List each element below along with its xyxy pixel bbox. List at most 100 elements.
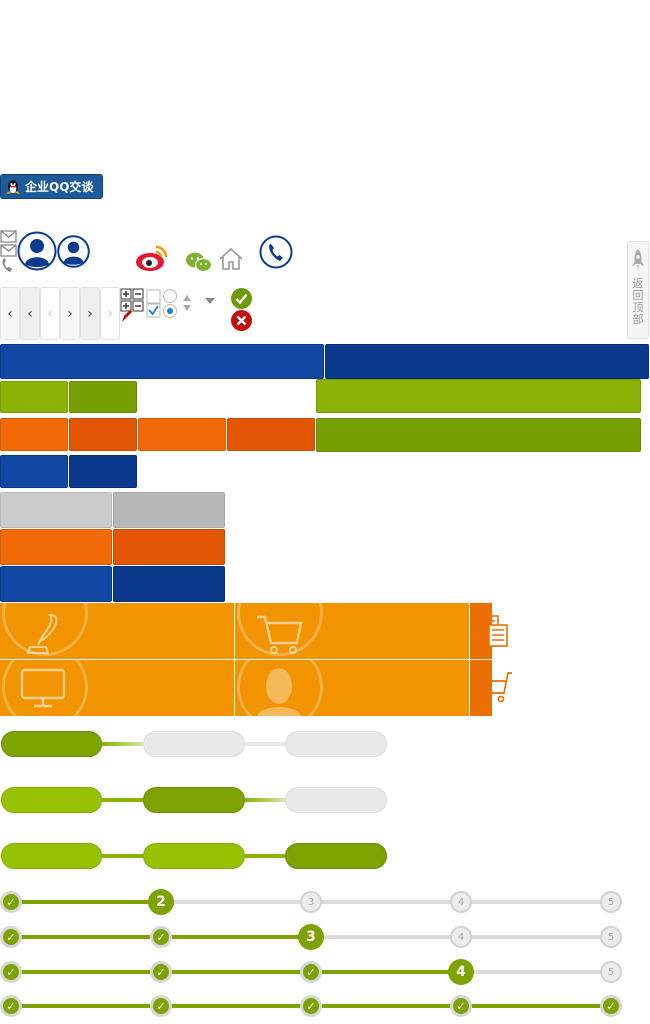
button-orange-small-hover[interactable] [69,418,137,451]
button-blue-small[interactable] [0,455,68,488]
wechat-icon[interactable] [185,251,213,273]
step-pill-1-done [1,787,102,813]
button-blue-small-hover[interactable] [69,455,137,488]
button-orange[interactable] [0,529,112,565]
step-pill-3-active [285,843,387,869]
monitor-icon [20,668,66,708]
cart-outline-icon[interactable] [476,671,514,705]
tile-feature-cart[interactable] [235,603,469,659]
chevron-right-icon: › [67,305,73,322]
progress-step-5: ✓ [600,995,622,1017]
button-green-small[interactable] [0,381,68,413]
mail-icon[interactable] [0,229,18,273]
customer-service-small-icon[interactable] [57,235,90,268]
pager-next-button-disabled: › [100,287,120,340]
progress-step-4: ✓ [450,995,472,1017]
button-blue-wide-hover[interactable] [325,344,649,379]
progress-track-done [11,900,161,904]
sort-icon[interactable] [182,294,192,312]
progress-step-3: 3 [300,891,322,913]
progress-track-todo [461,970,611,974]
progress-step-2-current: 2 [148,889,174,915]
progress-step-4-current: 4 [448,959,474,985]
step-pill-3-todo [285,787,387,813]
back-to-top-button[interactable]: 返回顶部 [627,241,649,339]
progress-step-3-current: 3 [298,924,324,950]
pager-next-button[interactable]: › [60,287,80,340]
button-orange-hover[interactable] [113,529,225,565]
qq-chat-button[interactable]: 企业QQ交谈 [0,174,103,199]
button-green-wide[interactable] [316,379,641,413]
button-green-wide-hover[interactable] [316,418,641,452]
button-blue-hover[interactable] [113,566,225,602]
qq-penguin-icon [6,179,20,194]
rocket-icon [632,249,644,270]
chevron-left-icon: ‹ [47,305,53,322]
tile-feature-write[interactable] [0,603,234,659]
building-icon[interactable] [475,613,509,649]
user-silhouette-icon [257,668,301,716]
progress-step-3: ✓ [300,995,322,1017]
radio-unchecked-icon [163,289,177,303]
step-connector [245,854,285,858]
progress-step-1: ✓ [0,995,22,1017]
shopping-cart-icon [257,615,303,654]
progress-step-4: 4 [450,891,472,913]
error-icon [231,310,252,331]
button-green-small-hover[interactable] [69,381,137,413]
button-orange-medium[interactable] [138,418,226,451]
step-pill-1-active [1,731,102,757]
tile-feature-monitor[interactable] [0,660,234,716]
step-pill-2-todo [143,731,245,757]
form-controls-sprite [120,288,177,322]
progress-step-5: 5 [600,891,622,913]
weibo-icon[interactable] [134,244,170,272]
progress-step-1: ✓ [0,891,22,913]
tile-circle [237,660,323,716]
progress-step-2: ✓ [150,961,172,983]
step-connector [102,854,144,858]
pager-next-button-hover[interactable]: › [80,287,100,340]
progress-track-done [11,970,461,974]
back-to-top-label: 返回顶部 [632,277,644,326]
button-orange-small[interactable] [0,418,68,451]
edit-icon [122,310,132,322]
progress-step-2: ✓ [150,926,172,948]
button-blue-wide[interactable] [0,344,324,379]
progress-step-3: ✓ [300,961,322,983]
success-icon [231,288,252,309]
customer-service-icon[interactable] [17,231,57,271]
step-connector [245,798,285,802]
pager-prev-button[interactable]: ‹ [0,287,20,340]
home-icon[interactable] [218,247,244,271]
step-connector [102,798,144,802]
tile-circle [2,660,88,716]
step-pill-1-done [1,843,102,869]
progress-step-1: ✓ [0,926,22,948]
progress-step-5: 5 [600,961,622,983]
dropdown-arrow-icon[interactable] [204,297,216,305]
collapse-icon [132,288,144,300]
chevron-left-icon: ‹ [7,305,13,322]
pager-prev-button-hover[interactable]: ‹ [20,287,40,340]
button-orange-medium-hover[interactable] [227,418,315,451]
chevron-right-icon: › [107,305,113,322]
checkbox-unchecked-icon [146,289,161,304]
progress-step-1: ✓ [0,961,22,983]
step-connector [245,742,285,746]
chevron-left-icon: ‹ [27,305,33,322]
button-grey-hover[interactable] [113,492,225,528]
progress-track-todo [161,900,611,904]
button-blue[interactable] [0,566,112,602]
progress-step-4: 4 [450,926,472,948]
button-grey[interactable] [0,492,112,528]
chevron-right-icon: › [87,305,93,322]
qq-chat-label: 企业QQ交谈 [25,180,94,194]
phone-icon[interactable] [259,235,293,269]
progress-step-2: ✓ [150,995,172,1017]
step-pill-2-done [143,843,245,869]
step-pill-2-active [143,787,245,813]
step-connector [102,742,144,746]
tile-feature-user[interactable] [235,660,469,716]
progress-step-5: 5 [600,926,622,948]
